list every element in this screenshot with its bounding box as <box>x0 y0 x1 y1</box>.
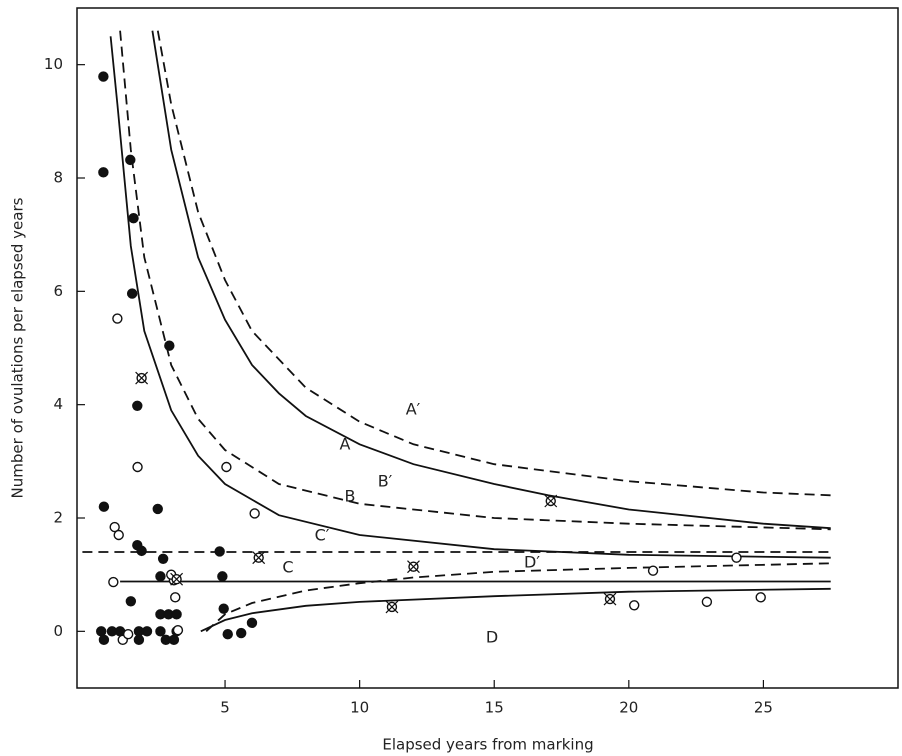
y-tick-label: 8 <box>53 169 63 187</box>
curve-label: B <box>345 487 356 506</box>
filled-point <box>214 546 225 557</box>
open-point <box>647 565 659 576</box>
open-point <box>112 313 123 324</box>
point-cross <box>603 592 617 606</box>
open-point <box>113 529 124 541</box>
x-tick-label: 15 <box>485 699 504 717</box>
filled-point <box>168 634 180 646</box>
filled-point <box>152 503 163 515</box>
open-point <box>731 552 742 563</box>
filled-point <box>171 609 182 620</box>
crossed-point <box>170 572 184 586</box>
curve-label: C <box>282 558 293 577</box>
x-tick-label: 20 <box>619 699 638 717</box>
y-tick-label: 4 <box>53 395 63 413</box>
curve <box>200 587 831 633</box>
y-tick-label: 10 <box>44 55 63 73</box>
curve <box>119 30 831 531</box>
curve-label: D <box>486 628 498 647</box>
point-cross <box>135 371 149 385</box>
curve <box>205 562 831 632</box>
crossed-point <box>385 600 399 614</box>
x-axis-title: Elapsed years from marking <box>382 736 593 754</box>
open-point <box>701 596 713 608</box>
open-point <box>132 461 143 473</box>
curve-label: A′ <box>406 400 421 419</box>
open-point <box>170 592 181 603</box>
point-cross <box>544 494 558 508</box>
curve <box>156 30 831 497</box>
filled-point <box>217 571 228 582</box>
filled-point <box>125 154 136 166</box>
open-point <box>172 625 184 636</box>
open-point <box>122 628 134 640</box>
filled-point <box>222 628 233 640</box>
y-tick-label: 0 <box>53 622 63 640</box>
filled-point <box>155 571 166 582</box>
filled-point <box>246 617 258 629</box>
open-point <box>629 600 640 611</box>
point-cross <box>407 560 420 574</box>
x-tick-label: 25 <box>754 699 773 717</box>
filled-point <box>136 545 147 557</box>
open-point <box>108 576 119 588</box>
open-point <box>249 508 260 519</box>
y-tick-label: 2 <box>53 509 63 527</box>
crossed-point <box>603 592 617 606</box>
filled-point <box>126 288 138 299</box>
filled-point <box>132 400 143 411</box>
curve-label: D′ <box>524 553 540 572</box>
curve-label: A <box>340 435 351 454</box>
crossed-point <box>544 494 558 508</box>
open-point <box>755 592 766 603</box>
point-cross <box>252 551 266 565</box>
x-tick-label: 5 <box>220 699 230 717</box>
curve <box>151 30 831 530</box>
curve-label: B′ <box>378 472 393 491</box>
filled-point <box>128 213 139 224</box>
filled-point <box>96 626 107 637</box>
filled-point <box>157 553 169 564</box>
crossed-point <box>135 371 149 385</box>
crossed-point <box>252 551 266 565</box>
y-axis-title: Number of ovulations per elapsed years <box>9 197 27 498</box>
plot-frame <box>76 7 899 689</box>
filled-point <box>235 627 247 639</box>
curve <box>109 36 831 559</box>
filled-point <box>218 603 229 614</box>
filled-point <box>98 501 110 512</box>
filled-point <box>141 626 153 637</box>
filled-point <box>133 634 145 646</box>
open-point <box>221 461 232 473</box>
filled-point <box>155 626 166 637</box>
crossed-point <box>407 560 420 574</box>
filled-point <box>164 340 175 351</box>
point-cross <box>385 600 399 614</box>
filled-point <box>98 167 109 178</box>
x-tick-label: 10 <box>350 699 369 717</box>
point-cross <box>170 572 184 586</box>
curve-label: C′ <box>315 526 330 545</box>
y-tick-label: 6 <box>53 282 63 300</box>
filled-point <box>98 71 109 82</box>
filled-point <box>125 596 137 607</box>
filled-point <box>98 634 110 646</box>
open-point <box>109 521 120 533</box>
